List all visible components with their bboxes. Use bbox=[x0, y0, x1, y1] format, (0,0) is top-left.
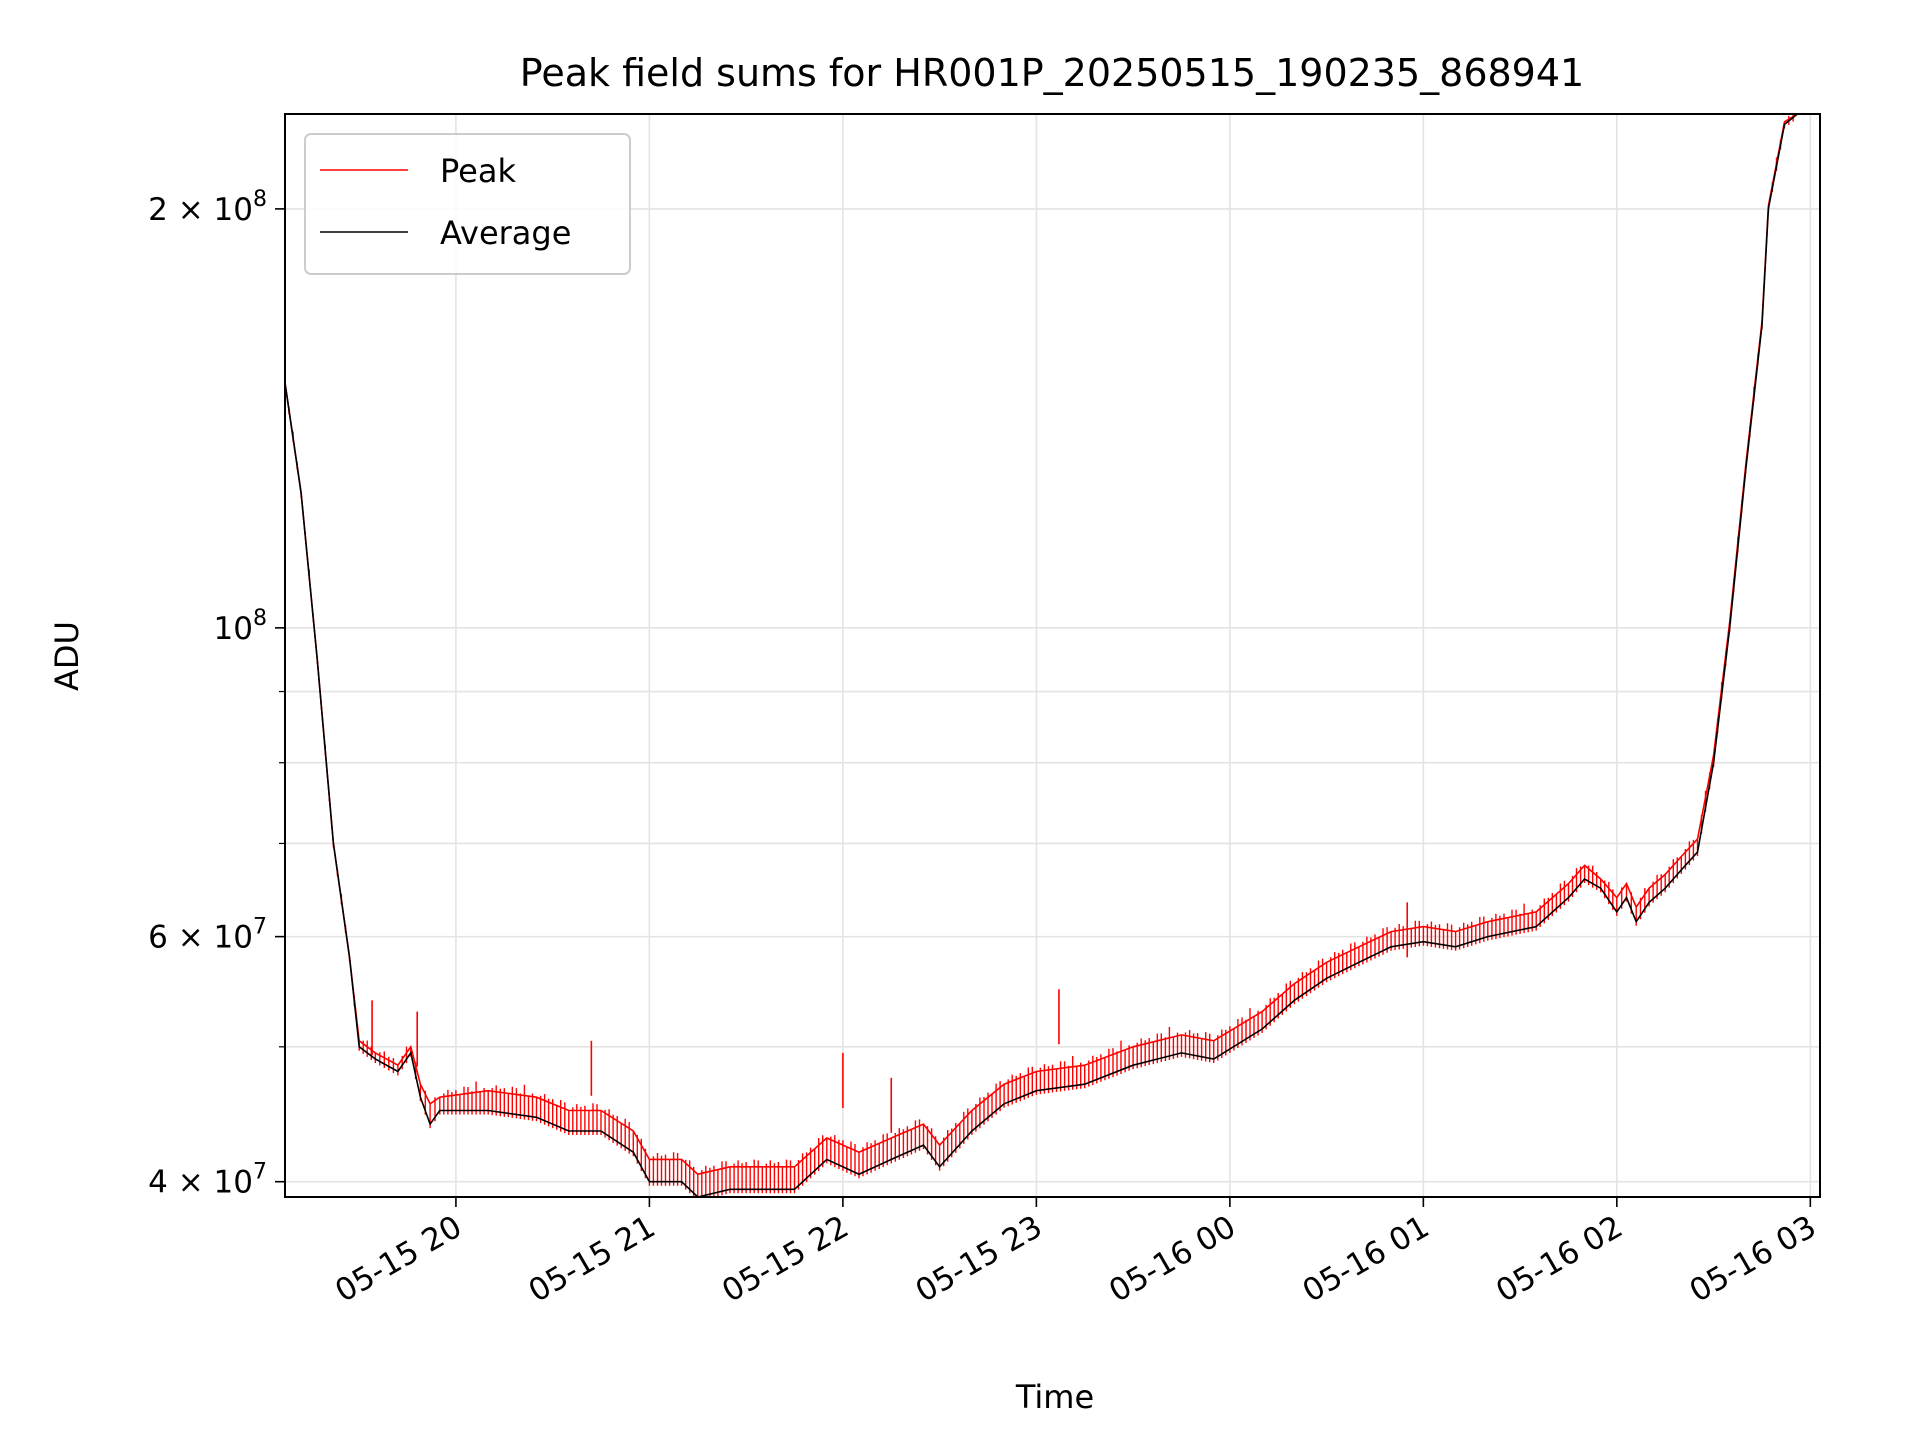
y-axis-label: ADU bbox=[48, 621, 86, 691]
chart-title: Peak field sums for HR001P_20250515_1902… bbox=[520, 51, 1584, 95]
y-tick-label: 108 bbox=[214, 606, 267, 647]
axis-ticks: 05-15 20 05-15 21 05-15 22 05-15 23 05-16 00… bbox=[148, 187, 1822, 1310]
legend-frame bbox=[304, 133, 631, 275]
x-tick-label: 05-15 23 bbox=[910, 1209, 1049, 1310]
plot-frame bbox=[284, 113, 1821, 1198]
y-tick-label: 4 × 107 bbox=[148, 1160, 267, 1201]
series-layer bbox=[285, 114, 1798, 1197]
x-tick-label: 05-15 22 bbox=[716, 1209, 855, 1310]
x-tick-label: 05-15 21 bbox=[523, 1209, 662, 1310]
x-axis-label: Time bbox=[1015, 1378, 1094, 1416]
x-tick-label: 05-16 03 bbox=[1684, 1209, 1823, 1310]
x-tick-label: 05-16 01 bbox=[1297, 1209, 1436, 1310]
x-tick-label: 05-16 02 bbox=[1490, 1209, 1629, 1310]
legend-label-peak: Peak bbox=[440, 152, 516, 190]
series-line-average bbox=[285, 114, 1798, 1197]
grid bbox=[285, 114, 1820, 1197]
y-tick-label: 2 × 108 bbox=[148, 187, 267, 228]
legend-label-average: Average bbox=[440, 214, 571, 252]
y-tick-label: 6 × 107 bbox=[148, 915, 267, 956]
series-noise-peak bbox=[285, 114, 1794, 1197]
x-tick-label: 05-16 00 bbox=[1103, 1209, 1242, 1310]
x-tick-label: 05-15 20 bbox=[329, 1209, 468, 1310]
legend: Peak Average bbox=[304, 133, 631, 275]
